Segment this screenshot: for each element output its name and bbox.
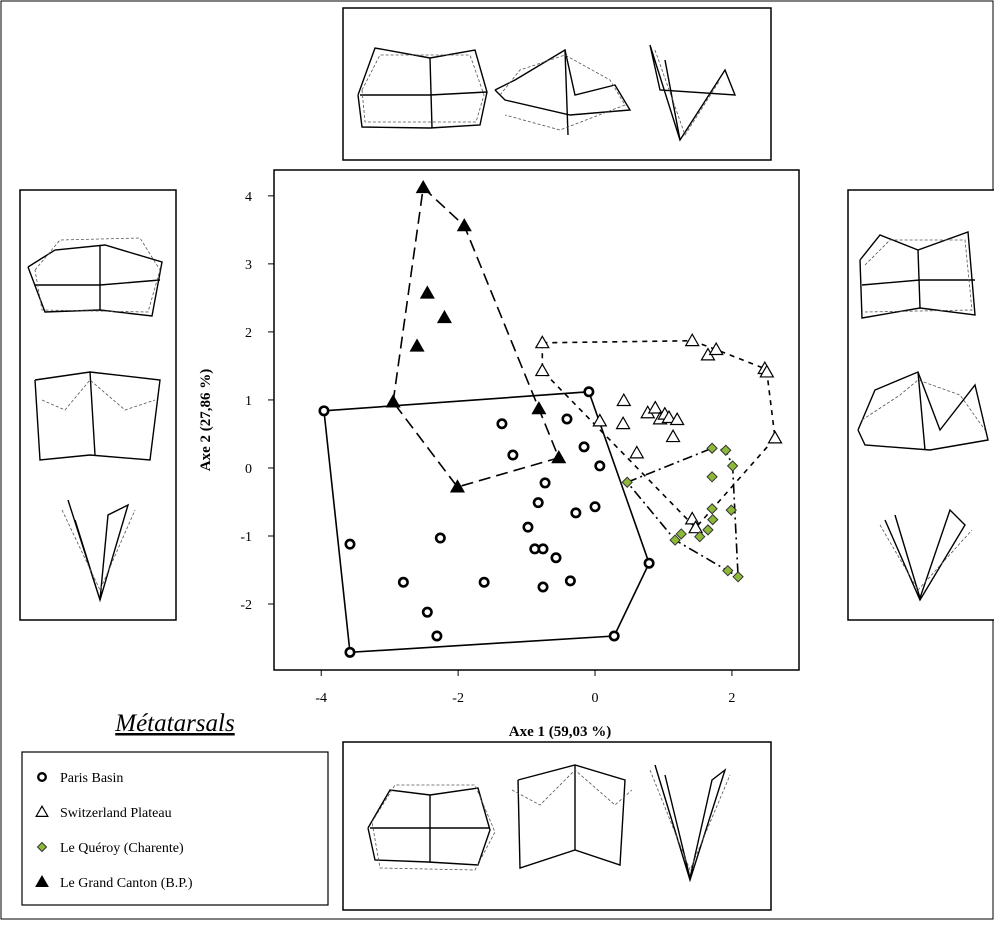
- point: [539, 583, 547, 591]
- point: [399, 578, 407, 586]
- point: [580, 443, 588, 451]
- point: [541, 479, 549, 487]
- point: [436, 534, 444, 542]
- point: [433, 632, 441, 640]
- y-tick-label: 2: [245, 326, 252, 341]
- point: [552, 554, 560, 562]
- x-tick-label: 2: [728, 691, 735, 706]
- point: [320, 407, 328, 415]
- x-tick-label: -2: [452, 691, 464, 706]
- point: [591, 503, 599, 511]
- panel-top: [343, 8, 771, 160]
- y-axis-label: Axe 2 (27,86 %): [198, 369, 214, 471]
- point: [346, 648, 354, 656]
- x-tick-label: -4: [315, 691, 327, 706]
- legend-label: Le Grand Canton (B.P.): [60, 876, 193, 891]
- point: [509, 451, 517, 459]
- legend-symbol: [38, 773, 46, 781]
- x-axis-label: Axe 1 (59,03 %): [509, 724, 611, 740]
- point: [566, 577, 574, 585]
- panel-left: [20, 190, 176, 620]
- point: [596, 462, 604, 470]
- page: Axe 1 (59,03 %) Axe 2 (27,86 %) Métatars…: [0, 0, 994, 920]
- point: [534, 498, 542, 506]
- point: [585, 388, 593, 396]
- point: [480, 578, 488, 586]
- figure: Axe 1 (59,03 %) Axe 2 (27,86 %) Métatars…: [0, 0, 994, 920]
- legend-label: Paris Basin: [60, 771, 123, 786]
- point: [539, 545, 547, 553]
- plot-frame: [274, 170, 799, 670]
- point: [563, 415, 571, 423]
- y-tick-label: 4: [245, 190, 252, 205]
- y-tick-label: -1: [240, 530, 252, 545]
- point: [423, 608, 431, 616]
- legend-label: Le Quéroy (Charente): [60, 841, 184, 856]
- y-tick-label: 1: [245, 394, 252, 409]
- figure-title: Métatarsals: [114, 710, 234, 737]
- y-tick-label: 3: [245, 258, 252, 273]
- point: [645, 559, 653, 567]
- legend-label: Switzerland Plateau: [60, 806, 172, 821]
- point: [346, 540, 354, 548]
- y-tick-label: -2: [240, 598, 252, 613]
- x-tick-label: 0: [592, 691, 599, 706]
- y-tick-label: 0: [245, 462, 252, 477]
- point: [572, 509, 580, 517]
- point: [610, 632, 618, 640]
- point: [524, 523, 532, 531]
- point: [498, 420, 506, 428]
